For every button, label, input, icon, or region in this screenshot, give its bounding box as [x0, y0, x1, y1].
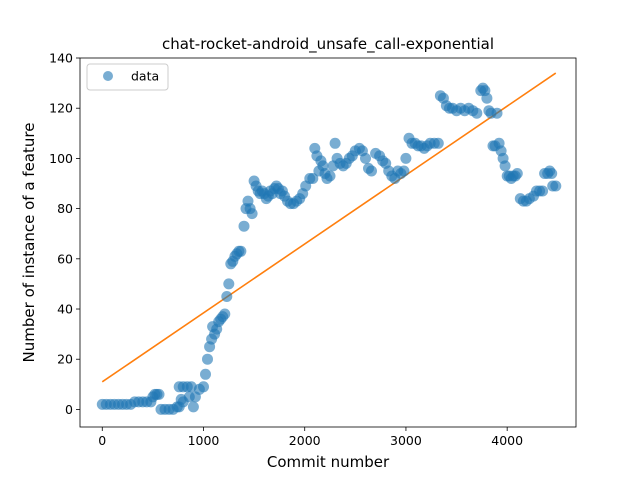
- data-points: [96, 82, 562, 415]
- legend-box: [86, 63, 169, 91]
- plot-area: [80, 58, 576, 427]
- data-point: [219, 308, 231, 320]
- data-point: [491, 107, 503, 119]
- x-tick-label: 1000: [188, 433, 220, 448]
- data-point: [324, 170, 336, 182]
- data-point: [432, 137, 444, 149]
- data-point: [481, 92, 493, 104]
- legend: data: [86, 63, 169, 91]
- data-point: [246, 208, 258, 220]
- y-tick-label: 40: [57, 302, 73, 317]
- y-tick-label: 80: [57, 201, 73, 216]
- data-point: [499, 160, 511, 172]
- legend-marker: [103, 71, 113, 81]
- plot-frame: [79, 57, 577, 428]
- x-tick-label: 3000: [390, 433, 422, 448]
- data-point: [238, 220, 250, 232]
- y-tick-label: 0: [65, 402, 73, 417]
- data-point: [366, 165, 377, 177]
- data-point: [360, 152, 371, 164]
- y-tick-label: 20: [57, 352, 73, 367]
- data-point: [471, 107, 483, 119]
- data-point: [546, 168, 558, 179]
- y-tick-label: 140: [49, 51, 73, 66]
- data-point: [153, 388, 165, 400]
- x-tick-label: 2000: [289, 433, 321, 448]
- x-tick-label: 4000: [491, 433, 523, 448]
- fit-line-layer: [101, 72, 557, 383]
- data-point: [398, 165, 410, 177]
- y-tick-label: 100: [49, 151, 73, 166]
- data-point: [511, 168, 523, 179]
- data-point: [329, 137, 341, 149]
- x-axis-label: Commit number: [267, 453, 390, 471]
- legend-label: data: [131, 69, 159, 84]
- data-point: [223, 278, 235, 290]
- y-tick-label: 60: [57, 251, 73, 266]
- data-point: [537, 185, 549, 197]
- data-point: [307, 173, 319, 184]
- data-point: [200, 368, 211, 380]
- x-tick-label: 0: [98, 433, 106, 448]
- data-point: [550, 180, 562, 192]
- y-tick-label: 120: [49, 101, 73, 116]
- chart-title: chat-rocket-android_unsafe_call-exponent…: [162, 35, 494, 54]
- fit-line: [101, 72, 557, 383]
- data-point: [400, 152, 412, 164]
- y-axis-ticks: 0 20 40 60 80 100 120 140: [49, 51, 80, 417]
- y-axis-label: Number of instance of a feature: [20, 123, 38, 363]
- data-point: [221, 291, 233, 302]
- data-point: [235, 245, 247, 257]
- data-point: [198, 381, 209, 393]
- data-point: [187, 401, 199, 413]
- data-point: [202, 353, 213, 365]
- x-axis-ticks: 0 1000 2000 3000 4000: [98, 427, 523, 448]
